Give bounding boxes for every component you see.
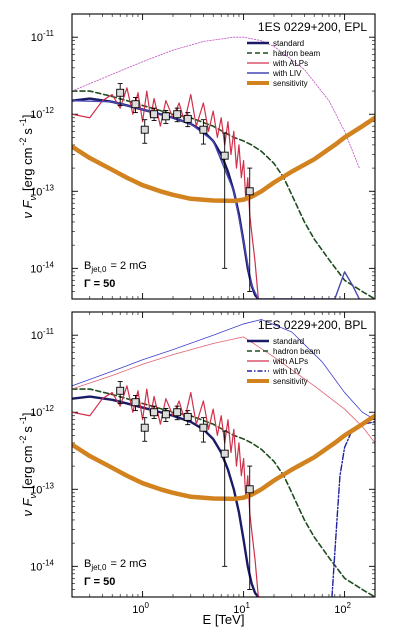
data-point-marker	[245, 187, 254, 196]
y-tick-exponent: -14	[42, 260, 54, 269]
y-tick-exponent: -11	[43, 327, 55, 336]
legend-label-standard: standard	[273, 39, 304, 48]
annotation-bfield: Bjet,0 = 2 mG	[84, 558, 147, 572]
legend-label-standard: standard	[273, 337, 304, 346]
x-tick-exponent: 2	[346, 601, 351, 610]
y-tick-exponent: -12	[42, 106, 54, 115]
y-tick-exponent: -13	[42, 183, 54, 192]
plot-frame	[71, 13, 376, 300]
data-point-marker	[161, 410, 170, 419]
series-line-sensitivity	[72, 115, 375, 204]
y-tick-exponent: -13	[42, 481, 54, 490]
legend-label-hadron-beam: hadron beam	[273, 347, 320, 356]
series-group	[72, 319, 375, 597]
series-line-with-liv	[72, 99, 361, 299]
data-point-marker	[183, 412, 192, 421]
legend-label-with-alps: with ALPs	[272, 357, 308, 366]
chart-title: 1ES 0229+200, BPL	[258, 318, 367, 332]
chart-title: 1ES 0229+200, EPL	[258, 20, 367, 34]
data-point-marker	[220, 151, 229, 160]
annotation-subscript: jet,0	[90, 265, 107, 274]
legend-label-with-liv: with LIV	[272, 367, 302, 376]
annotation: Bjet,0 = 2 mG Γ = 50	[84, 260, 147, 290]
y-axis-label: ν Fν[erg cm-2s-1]	[18, 412, 38, 516]
data-point-marker	[183, 114, 192, 123]
y-tick-label: 10-14	[30, 260, 54, 275]
annotation: Bjet,0 = 2 mG Γ = 50	[84, 558, 147, 588]
annotation-subscript: jet,0	[90, 563, 107, 572]
legend-label-sensitivity: sensitivity	[273, 79, 308, 88]
y-tick-label: 10-14	[30, 558, 54, 573]
y-tick-label: 10-11	[31, 29, 55, 44]
data-point-marker	[199, 423, 208, 432]
series-line-with-alps	[72, 385, 259, 597]
legend-label-with-liv: with LIV	[272, 69, 302, 78]
y-tick-label: 10-11	[31, 327, 55, 342]
data-point-marker	[161, 112, 170, 121]
series-line-sensitivity	[72, 413, 375, 502]
x-tick-exponent: 0	[144, 601, 149, 610]
y-tick-exponent: -12	[42, 404, 54, 413]
y-axis-label: ν Fν[erg cm-2s-1]	[18, 114, 38, 218]
y-tick-exponent: -14	[42, 558, 54, 567]
series-line-with-alps	[72, 87, 259, 299]
x-tick-label: 102	[334, 601, 351, 616]
data-points	[116, 381, 254, 590]
plot-frame	[71, 311, 376, 598]
legend-label-with-alps: with ALPs	[272, 59, 308, 68]
series-line-intrinsic-alps	[72, 336, 375, 444]
data-point-marker	[150, 408, 159, 417]
x-tick-exponent: 1	[245, 601, 250, 610]
series-line-standard	[72, 395, 260, 597]
data-point-marker	[140, 423, 149, 432]
annotation-value: = 2 mG	[110, 260, 146, 272]
data-point-marker	[140, 125, 149, 134]
data-point-marker	[173, 408, 182, 417]
series-line-intrinsic-no-ebl	[72, 36, 360, 169]
y-tick-exponent: -11	[43, 29, 55, 38]
series-line-with-liv	[331, 421, 375, 597]
data-point-marker	[150, 110, 159, 119]
annotation-bfield: Bjet,0 = 2 mG	[84, 260, 147, 274]
legend-label-hadron-beam: hadron beam	[273, 49, 320, 58]
x-axis-label: E [TeV]	[203, 612, 245, 627]
annotation-gamma: Γ = 50	[84, 278, 115, 290]
data-point-marker	[245, 485, 254, 494]
data-points	[116, 83, 254, 292]
series-line-intrinsic-hadron-beam	[72, 319, 375, 421]
data-point-marker	[131, 100, 140, 109]
data-point-marker	[220, 449, 229, 458]
data-point-marker	[173, 110, 182, 119]
data-point-marker	[116, 88, 125, 97]
data-point-marker	[116, 386, 125, 395]
legend-label-sensitivity: sensitivity	[273, 377, 308, 386]
data-point-marker	[131, 398, 140, 407]
data-point-marker	[199, 125, 208, 134]
x-tick-label: 100	[132, 601, 149, 616]
annotation-gamma: Γ = 50	[84, 576, 115, 588]
annotation-value: = 2 mG	[110, 558, 146, 570]
